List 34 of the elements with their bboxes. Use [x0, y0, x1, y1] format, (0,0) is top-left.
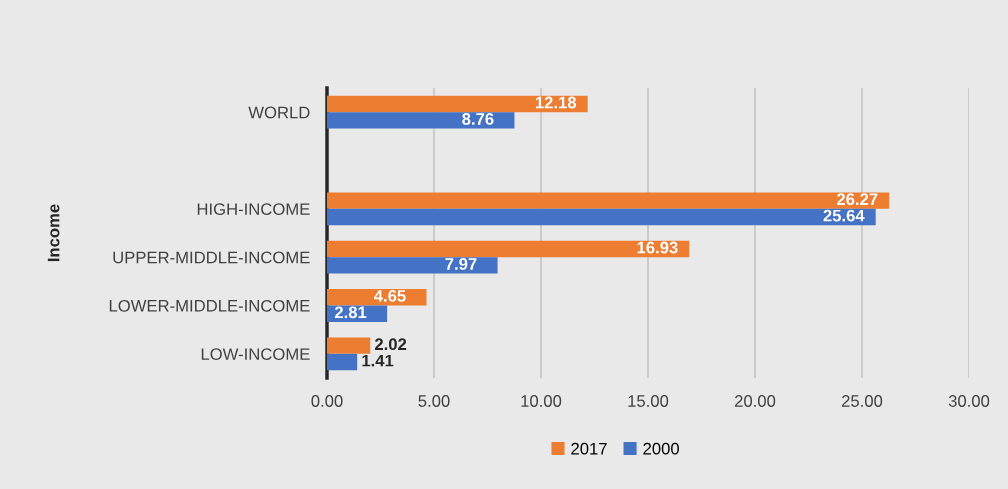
- legend-label: 2017: [571, 442, 607, 455]
- bar: [327, 112, 515, 129]
- x-tick-label: 5.00: [418, 395, 450, 407]
- x-tick-label: 15.00: [628, 395, 669, 407]
- bar: [327, 353, 358, 371]
- data-label: 1.41: [362, 354, 394, 367]
- bar: [327, 257, 498, 274]
- data-label: 8.76: [462, 113, 494, 125]
- y-axis-title: Income: [47, 204, 60, 262]
- x-tick-label: 25.00: [841, 395, 883, 407]
- data-label: 26.27: [836, 193, 878, 206]
- bar: [327, 208, 876, 226]
- bar: [327, 289, 427, 306]
- bar: [327, 240, 690, 258]
- data-label: 4.65: [373, 289, 406, 302]
- data-label: 2.81: [334, 306, 367, 319]
- legend-label: 2000: [643, 442, 679, 455]
- x-tick-label: 20.00: [734, 395, 776, 407]
- x-tick-label: 0.00: [311, 395, 343, 407]
- data-label: 12.18: [535, 96, 577, 109]
- y-tick-label: LOWER-MIDDLE-INCOME: [109, 299, 310, 312]
- y-tick-label: HIGH-INCOME: [197, 203, 310, 216]
- data-label: 2.02: [374, 338, 407, 351]
- data-label: 25.64: [823, 209, 865, 222]
- y-tick-label: UPPER-MIDDLE-INCOME: [113, 251, 310, 264]
- y-tick-label: WORLD: [248, 106, 310, 119]
- x-tick-label: 10.00: [521, 395, 562, 407]
- x-tick-label: 30.00: [948, 395, 990, 407]
- bar: [327, 192, 890, 209]
- bar: [327, 337, 371, 354]
- data-label: 7.97: [445, 258, 477, 270]
- y-tick-label: LOW-INCOME: [201, 348, 310, 361]
- bar: [327, 95, 588, 113]
- data-label: 16.93: [637, 241, 678, 254]
